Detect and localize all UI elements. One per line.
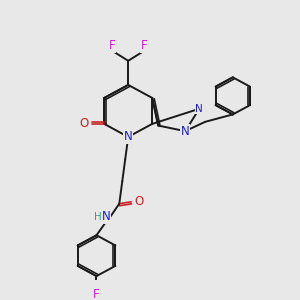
Text: F: F [109,39,116,52]
Text: F: F [93,288,100,300]
Text: F: F [141,39,147,52]
Text: N: N [181,124,190,138]
Text: O: O [134,195,144,208]
Text: N: N [124,130,133,143]
Text: O: O [80,117,89,130]
Text: N: N [195,104,203,114]
Text: N: N [102,210,111,223]
Text: H: H [94,212,101,222]
